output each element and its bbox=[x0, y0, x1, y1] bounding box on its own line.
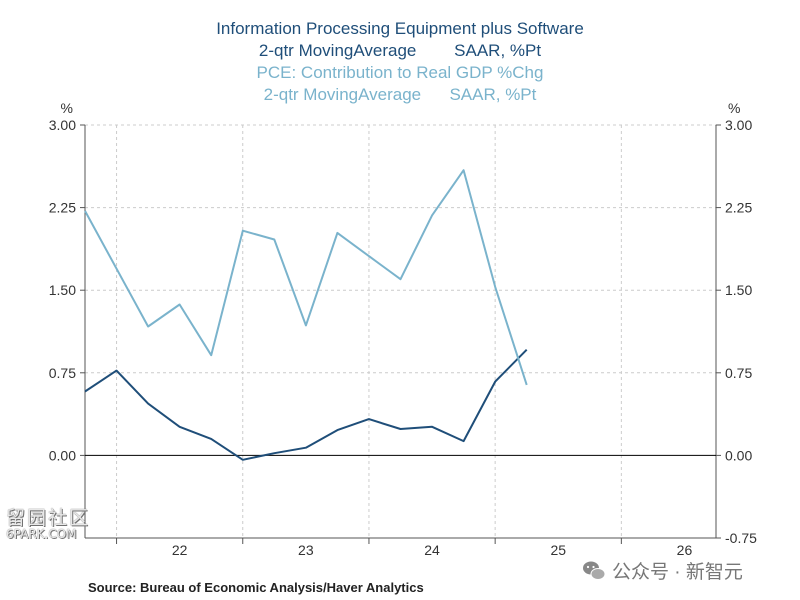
y-left-tick-label: 0.75 bbox=[49, 365, 76, 381]
chart-subtitle: 2-qtr MovingAverage SAAR, %Pt bbox=[258, 41, 542, 60]
source-note: Source: Bureau of Economic Analysis/Have… bbox=[88, 580, 424, 595]
wechat-icon bbox=[582, 560, 606, 582]
y-right-unit: % bbox=[728, 100, 740, 116]
watermark-6park: 留园社区 6PARK.COM bbox=[6, 503, 98, 541]
x-tick-label: 25 bbox=[550, 542, 566, 558]
watermark-6park-site: 6PARK.COM bbox=[6, 527, 77, 541]
x-tick-label: 26 bbox=[677, 542, 693, 558]
chart-title: Information Processing Equipment plus So… bbox=[216, 19, 584, 38]
y-right-tick-label: -0.75 bbox=[725, 530, 757, 546]
y-right-tick-label: 0.75 bbox=[725, 365, 752, 381]
x-tick-label: 24 bbox=[424, 542, 440, 558]
watermark-wechat-text: 公众号 · 新智元 bbox=[612, 562, 743, 583]
y-right-tick-label: 3.00 bbox=[725, 117, 752, 133]
y-left-tick-label: 0.00 bbox=[49, 447, 76, 463]
series-line-pce bbox=[84, 169, 528, 386]
y-right-tick-label: 2.25 bbox=[725, 200, 752, 216]
watermark-wechat: 公众号 · 新智元 bbox=[582, 557, 743, 584]
series2-subtitle: 2-qtr MovingAverage SAAR, %Pt bbox=[263, 85, 537, 104]
y-right-tick-label: 1.50 bbox=[725, 282, 752, 298]
series2-title: PCE: Contribution to Real GDP %Chg bbox=[256, 63, 544, 82]
series-line-equipment-software bbox=[84, 348, 528, 461]
y-left-unit: % bbox=[61, 100, 73, 116]
y-right-tick-label: 0.00 bbox=[725, 447, 752, 463]
chart-title-block: Information Processing Equipment plus So… bbox=[0, 18, 800, 106]
x-tick-label: 22 bbox=[172, 542, 188, 558]
y-left-tick-label: 3.00 bbox=[49, 117, 76, 133]
watermark-6park-cjk: 留园社区 bbox=[6, 507, 91, 529]
y-left-tick-label: 2.25 bbox=[49, 200, 76, 216]
y-left-tick-label: 1.50 bbox=[49, 282, 76, 298]
x-tick-label: 23 bbox=[298, 542, 314, 558]
